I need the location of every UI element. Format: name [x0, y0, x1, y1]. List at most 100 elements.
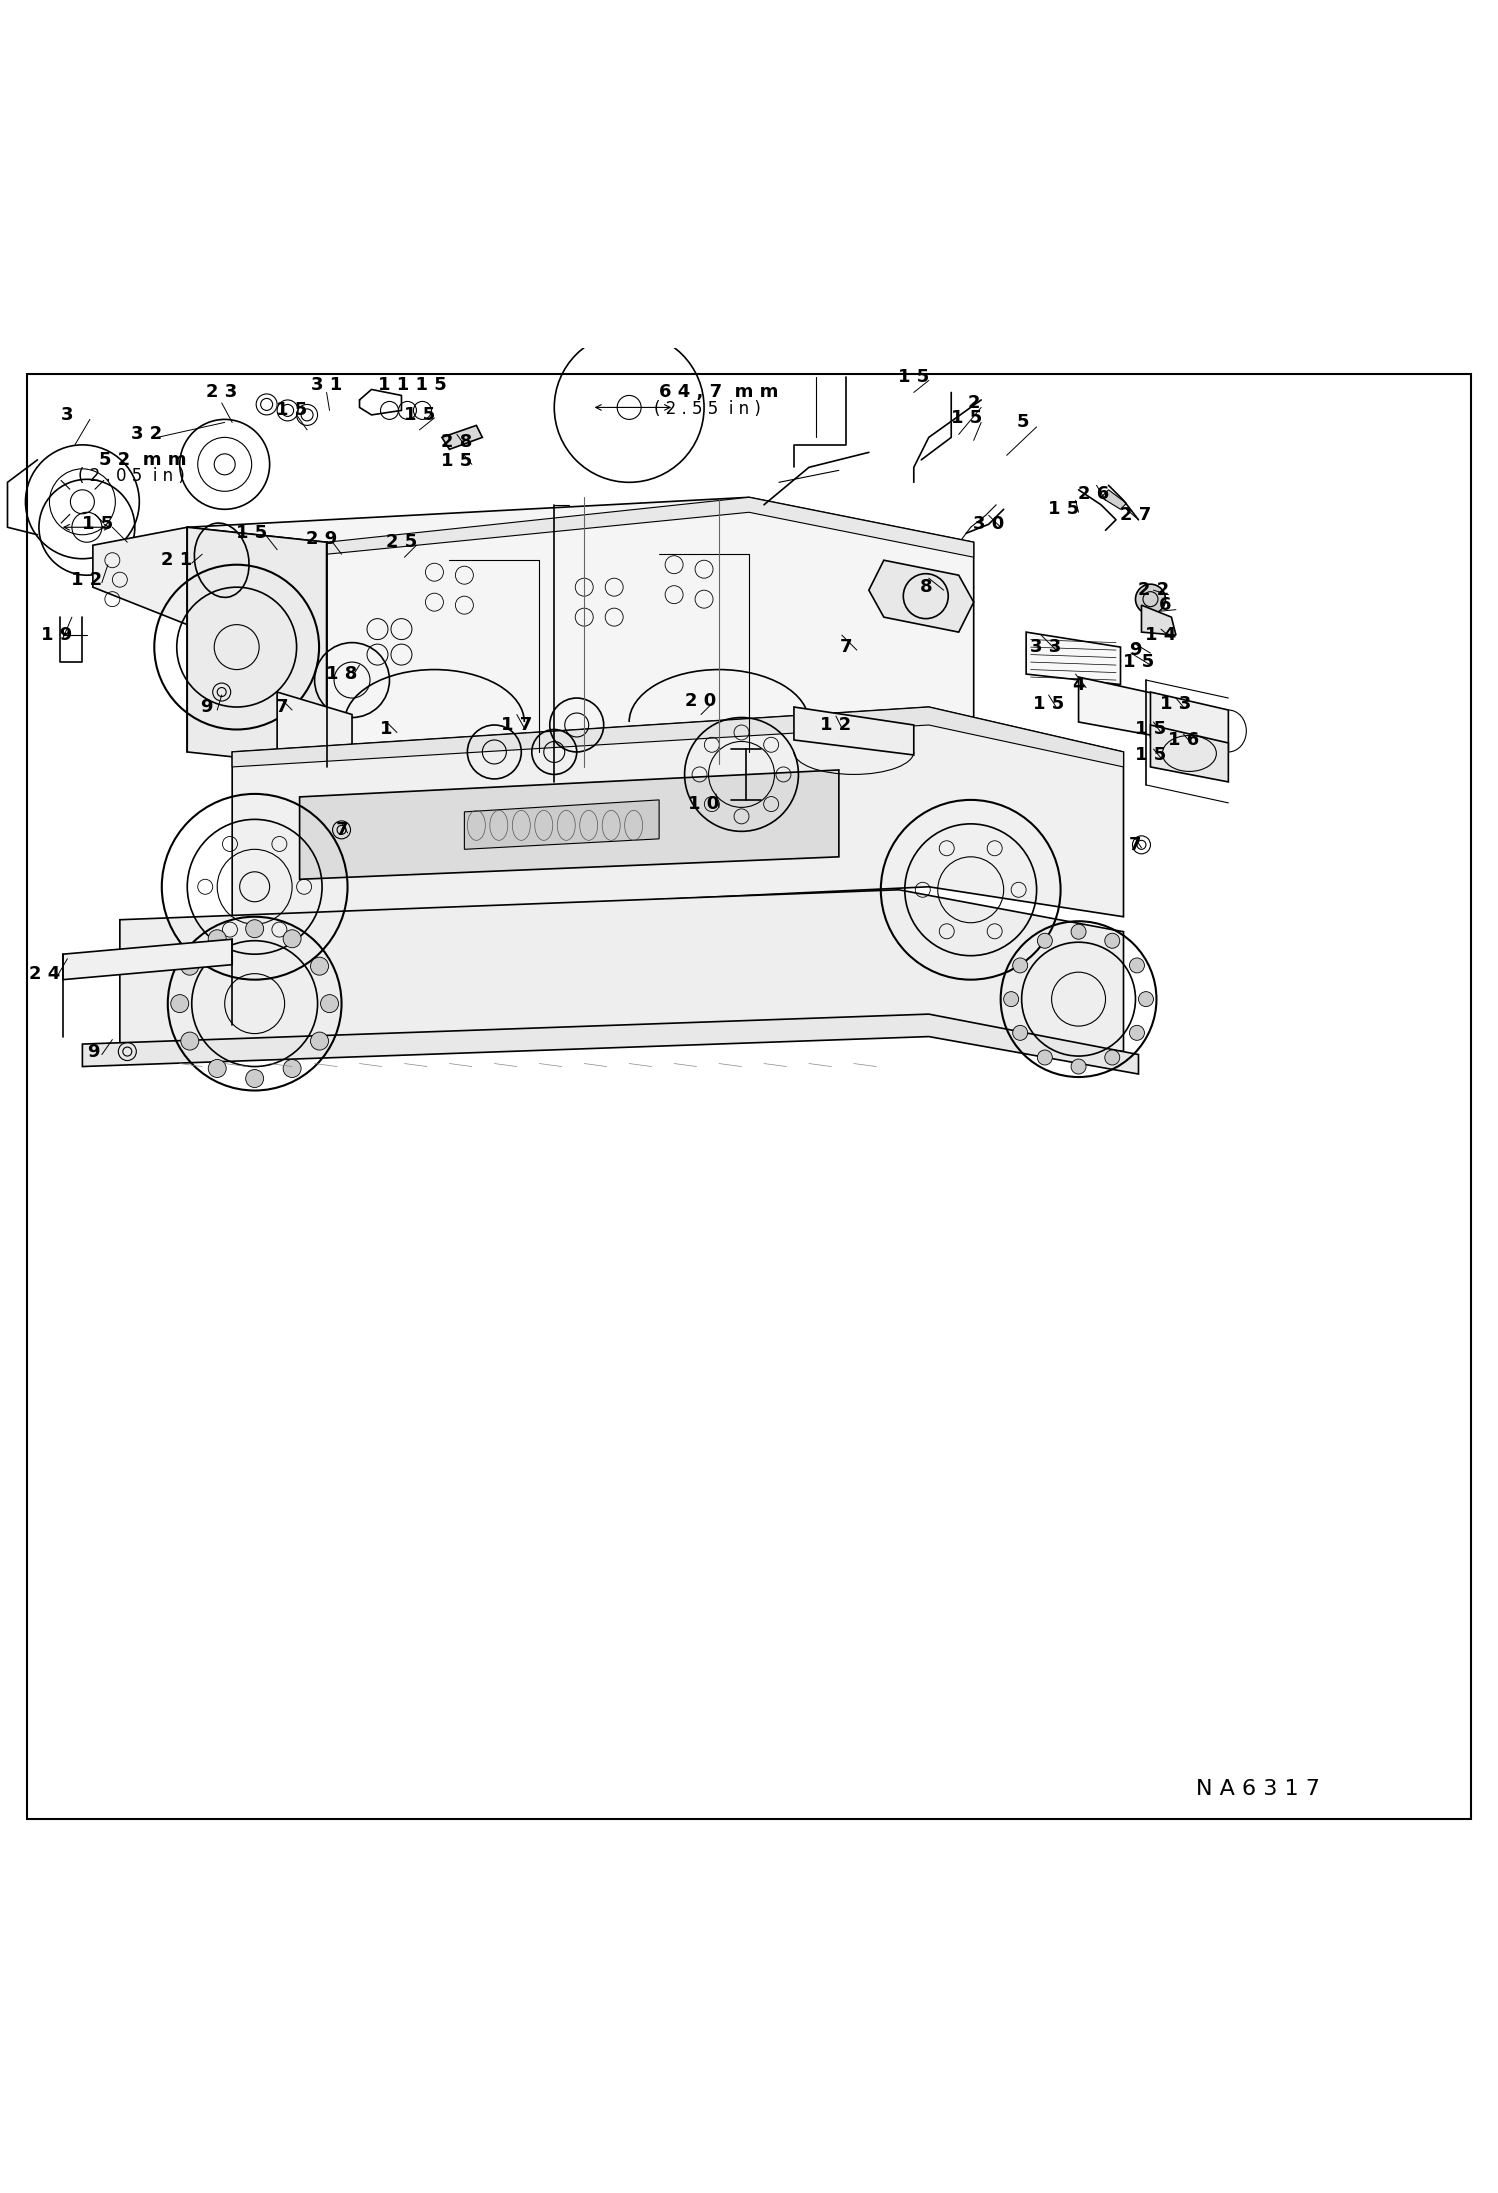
Circle shape — [283, 1059, 301, 1077]
Text: 5 2  m m: 5 2 m m — [99, 452, 186, 469]
Text: 5: 5 — [1017, 414, 1029, 432]
Circle shape — [1004, 991, 1019, 1007]
Circle shape — [246, 1070, 264, 1088]
Text: 1 7: 1 7 — [502, 715, 532, 735]
Circle shape — [1071, 1059, 1086, 1075]
Text: 3 2: 3 2 — [132, 425, 162, 443]
Circle shape — [1129, 1026, 1144, 1039]
Polygon shape — [232, 706, 1124, 919]
Circle shape — [246, 919, 264, 939]
Text: 1: 1 — [380, 721, 392, 739]
Text: 3: 3 — [61, 406, 73, 423]
Text: 2 5: 2 5 — [386, 533, 416, 550]
Circle shape — [1104, 1050, 1119, 1066]
Polygon shape — [93, 526, 330, 632]
Polygon shape — [869, 559, 974, 632]
Text: 1 1 1 5: 1 1 1 5 — [377, 375, 446, 395]
Polygon shape — [277, 693, 352, 796]
Circle shape — [1138, 991, 1153, 1007]
Text: 1 9: 1 9 — [42, 627, 72, 645]
Text: 1 5: 1 5 — [237, 524, 267, 542]
Polygon shape — [1141, 605, 1176, 636]
Text: 3 3: 3 3 — [1031, 638, 1061, 656]
Text: 1 5: 1 5 — [1135, 721, 1165, 739]
Polygon shape — [1150, 726, 1228, 783]
Text: 7: 7 — [276, 697, 288, 717]
Polygon shape — [794, 706, 914, 754]
Text: 3 1: 3 1 — [312, 375, 342, 395]
Text: 2 1: 2 1 — [162, 550, 192, 570]
Circle shape — [310, 956, 328, 976]
Text: 1 5: 1 5 — [1034, 695, 1064, 713]
Text: ( 2 . 0 5  i n ): ( 2 . 0 5 i n ) — [78, 467, 186, 485]
Text: 2 0: 2 0 — [686, 693, 716, 711]
Circle shape — [1037, 1050, 1052, 1066]
Polygon shape — [442, 425, 482, 450]
Text: 2 7: 2 7 — [1121, 507, 1150, 524]
Circle shape — [208, 1059, 226, 1077]
Circle shape — [171, 996, 189, 1013]
Text: 1 4: 1 4 — [1146, 627, 1176, 645]
Text: 1 5: 1 5 — [1049, 500, 1079, 518]
Polygon shape — [63, 939, 232, 980]
Circle shape — [181, 956, 199, 976]
Polygon shape — [1079, 678, 1161, 737]
Polygon shape — [1150, 693, 1228, 752]
Text: 4: 4 — [1073, 675, 1085, 693]
Text: 1 6: 1 6 — [1168, 730, 1198, 750]
Text: 7: 7 — [336, 820, 348, 840]
Polygon shape — [120, 890, 1124, 1053]
Text: 1 5: 1 5 — [442, 452, 472, 469]
Text: 6: 6 — [1159, 596, 1171, 614]
Circle shape — [283, 930, 301, 947]
Text: N A 6 3 1 7: N A 6 3 1 7 — [1197, 1779, 1320, 1798]
Polygon shape — [1101, 489, 1126, 509]
Text: 9: 9 — [87, 1042, 99, 1061]
Text: 9: 9 — [201, 697, 213, 717]
Text: 2 4: 2 4 — [30, 965, 60, 982]
Text: 7: 7 — [1129, 836, 1141, 853]
Text: 1 2: 1 2 — [821, 715, 851, 735]
Text: 1 8: 1 8 — [327, 664, 357, 682]
Text: 6 4 , 7  m m: 6 4 , 7 m m — [659, 384, 779, 401]
Text: 1 5: 1 5 — [1135, 746, 1165, 763]
Circle shape — [208, 930, 226, 947]
Text: 1 5: 1 5 — [404, 406, 434, 423]
Circle shape — [181, 1033, 199, 1050]
Text: 1 5: 1 5 — [951, 408, 981, 428]
Text: 1 5: 1 5 — [899, 368, 929, 386]
Text: 1 5: 1 5 — [82, 515, 112, 533]
Text: 2 3: 2 3 — [207, 384, 237, 401]
Polygon shape — [327, 498, 974, 557]
Polygon shape — [187, 526, 327, 768]
Text: 1 3: 1 3 — [1161, 695, 1191, 713]
Text: 2 9: 2 9 — [307, 531, 337, 548]
Text: 9: 9 — [1129, 640, 1141, 660]
Circle shape — [1037, 934, 1052, 947]
Text: 1 2: 1 2 — [72, 570, 102, 588]
Polygon shape — [232, 706, 1124, 768]
Circle shape — [1013, 1026, 1028, 1039]
Text: ( 2 . 5 5  i n ): ( 2 . 5 5 i n ) — [653, 399, 761, 419]
Circle shape — [1071, 923, 1086, 939]
Text: 2 2: 2 2 — [1138, 581, 1168, 599]
Circle shape — [1013, 958, 1028, 974]
Text: 1 5: 1 5 — [1124, 654, 1153, 671]
Text: 7: 7 — [840, 638, 852, 656]
Circle shape — [1104, 934, 1119, 947]
Polygon shape — [464, 800, 659, 849]
Circle shape — [321, 996, 339, 1013]
Polygon shape — [1026, 632, 1121, 684]
Circle shape — [1129, 958, 1144, 974]
Text: 2 8: 2 8 — [442, 432, 472, 452]
Polygon shape — [187, 498, 974, 796]
Text: 3 0: 3 0 — [974, 515, 1004, 533]
Text: 8: 8 — [920, 579, 932, 596]
Text: 1 0: 1 0 — [689, 796, 719, 814]
Text: 2 6: 2 6 — [1079, 485, 1109, 504]
Circle shape — [310, 1033, 328, 1050]
Circle shape — [1135, 583, 1165, 614]
Polygon shape — [82, 1013, 1138, 1075]
Text: 2: 2 — [968, 395, 980, 412]
Polygon shape — [300, 770, 839, 879]
